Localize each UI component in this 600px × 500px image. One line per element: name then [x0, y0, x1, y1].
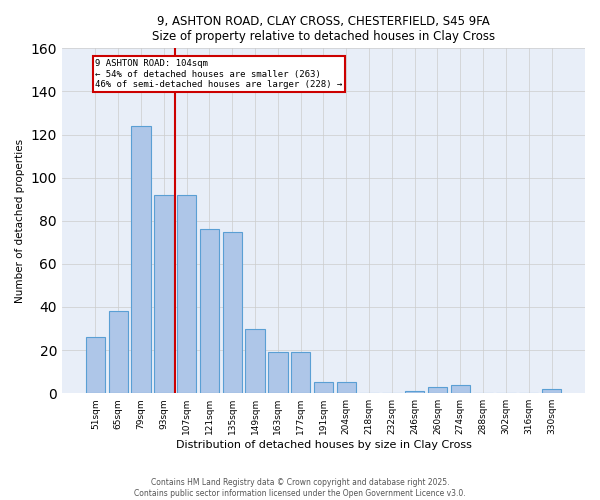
Y-axis label: Number of detached properties: Number of detached properties [15, 138, 25, 303]
Bar [177, 195, 196, 393]
Bar [131, 126, 151, 393]
Bar [109, 312, 128, 393]
X-axis label: Distribution of detached houses by size in Clay Cross: Distribution of detached houses by size … [176, 440, 472, 450]
Bar [405, 391, 424, 393]
Bar [245, 328, 265, 393]
Bar [86, 337, 105, 393]
Bar [314, 382, 333, 393]
Text: 9 ASHTON ROAD: 104sqm
← 54% of detached houses are smaller (263)
46% of semi-det: 9 ASHTON ROAD: 104sqm ← 54% of detached … [95, 59, 343, 89]
Bar [428, 386, 447, 393]
Title: 9, ASHTON ROAD, CLAY CROSS, CHESTERFIELD, S45 9FA
Size of property relative to d: 9, ASHTON ROAD, CLAY CROSS, CHESTERFIELD… [152, 15, 495, 43]
Bar [451, 384, 470, 393]
Bar [542, 389, 561, 393]
Bar [291, 352, 310, 393]
Bar [223, 232, 242, 393]
Bar [154, 195, 173, 393]
Bar [337, 382, 356, 393]
Bar [200, 230, 219, 393]
Bar [268, 352, 287, 393]
Text: Contains HM Land Registry data © Crown copyright and database right 2025.
Contai: Contains HM Land Registry data © Crown c… [134, 478, 466, 498]
